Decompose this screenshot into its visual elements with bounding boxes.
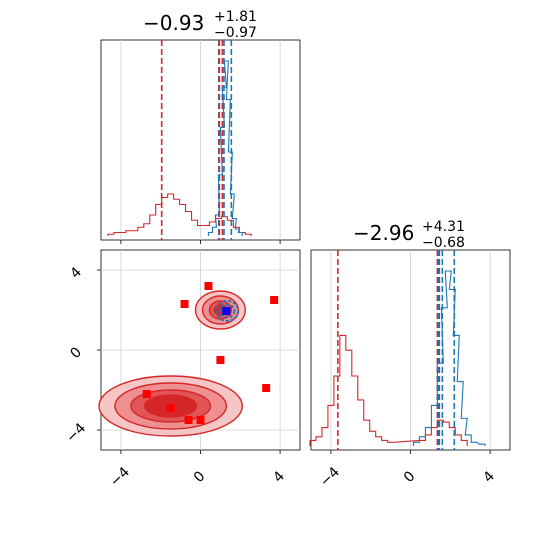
red-square-marker xyxy=(204,282,213,290)
histogram-series-1 xyxy=(412,270,486,446)
tick-label-y: −4 xyxy=(63,420,89,446)
tick-label-y: 0 xyxy=(67,344,85,362)
histogram-series-0 xyxy=(107,193,252,236)
contour-level xyxy=(215,300,240,322)
tick-label-x: 0 xyxy=(401,468,419,486)
red-square-marker xyxy=(270,296,279,304)
red-square-marker xyxy=(166,404,175,412)
red-square-marker xyxy=(142,390,151,398)
blue-square-marker xyxy=(222,307,231,315)
title-plus-right: +4.31 xyxy=(422,219,465,235)
red-square-marker xyxy=(262,384,271,392)
red-square-marker xyxy=(196,416,205,424)
histogram-panel-top-left: −0.93 +1.81 −0.97 xyxy=(100,9,301,244)
title-minus-right: −0.68 xyxy=(422,235,465,251)
tick-label-x: −4 xyxy=(317,464,343,490)
tick-label-x: 4 xyxy=(480,468,498,486)
red-square-marker xyxy=(184,416,193,424)
tick-label-x: 4 xyxy=(270,468,288,486)
title-minus-top: −0.97 xyxy=(214,25,257,41)
contour-level xyxy=(219,303,236,319)
histogram-series-0 xyxy=(309,334,468,446)
tick-label-x: −4 xyxy=(107,464,133,490)
scatter-panel-bottom-left: −4 0 4 4 0 −4 xyxy=(63,249,301,490)
title-value-top: −0.93 xyxy=(143,11,204,35)
histogram-series-1 xyxy=(207,60,243,236)
tick-label-y: 4 xyxy=(67,264,85,282)
title-value-right: −2.96 xyxy=(353,221,414,245)
title-plus-top: +1.81 xyxy=(214,9,257,25)
tick-label-x: 0 xyxy=(191,468,209,486)
red-square-marker xyxy=(180,300,189,308)
red-square-marker xyxy=(216,356,225,364)
histogram-panel-bottom-right: −2.96 +4.31 −0.68 −4 0 4 xyxy=(309,219,511,490)
